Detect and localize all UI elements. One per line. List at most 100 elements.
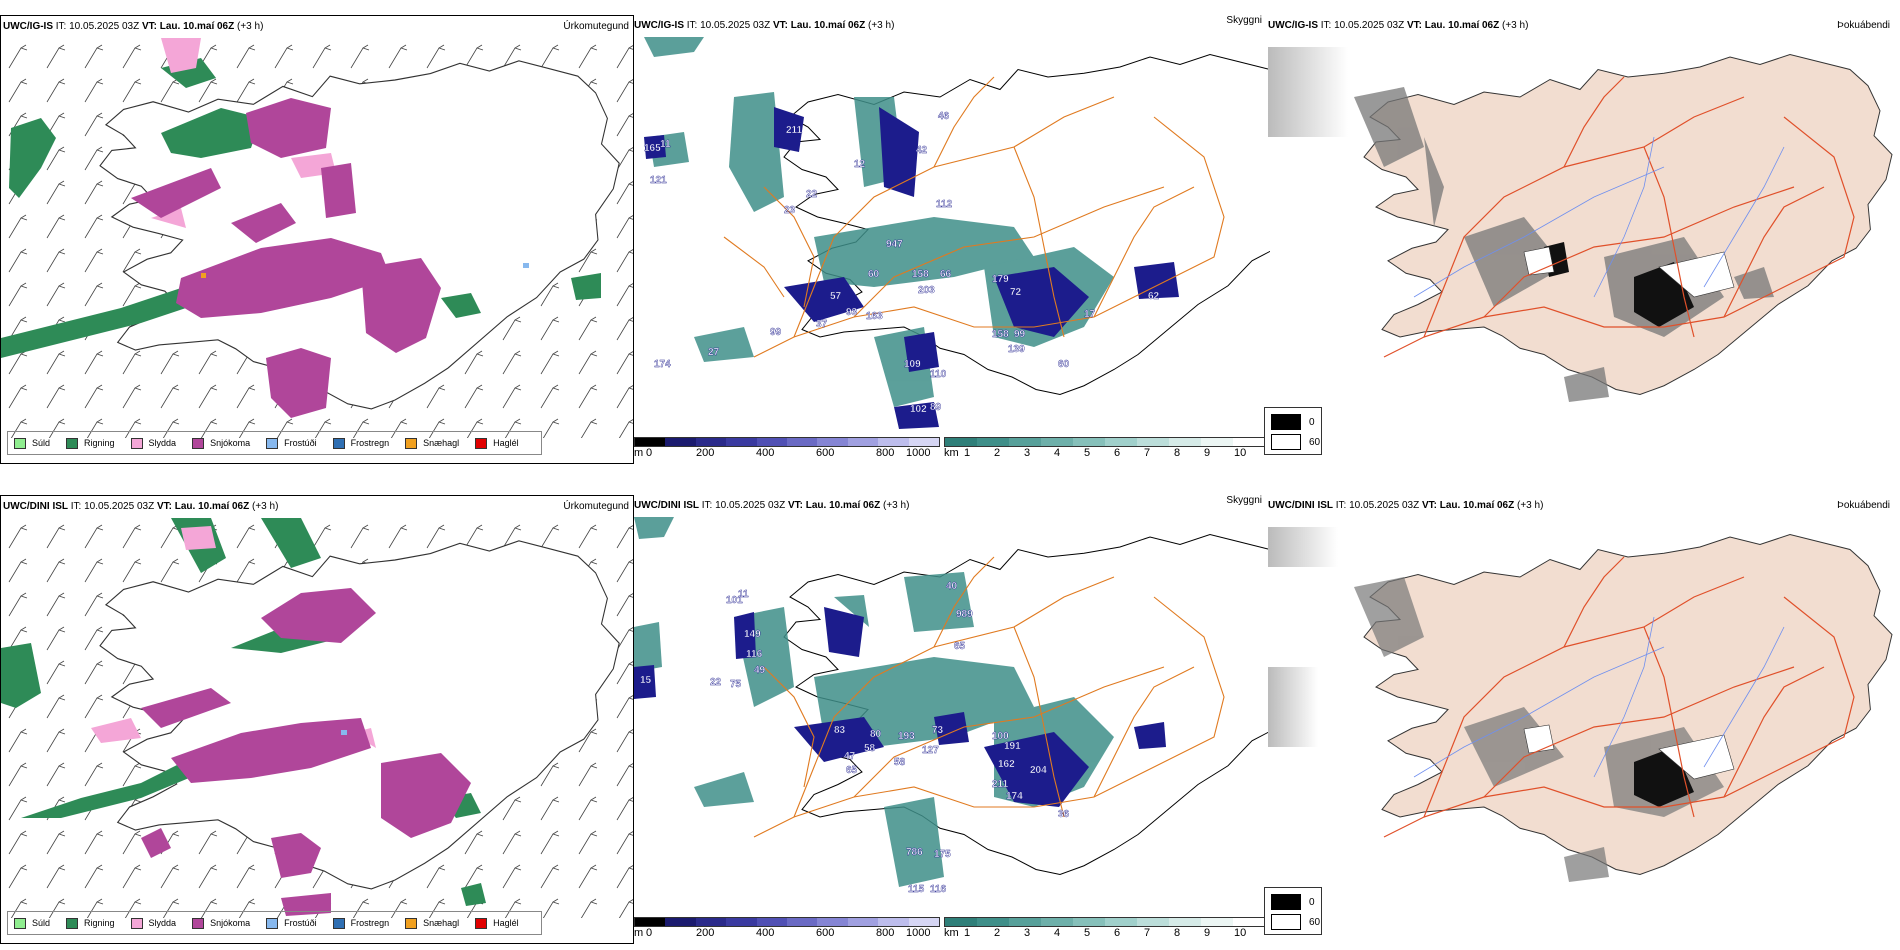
vis-value: 36 bbox=[1058, 809, 1070, 820]
vis-value: 89 bbox=[930, 402, 942, 413]
vis-km-tick: 6 bbox=[1114, 927, 1121, 939]
vis-value: 58 bbox=[894, 757, 906, 768]
vis-value: 163 bbox=[866, 311, 883, 322]
precip-title-bottom: UWC/DINI ISL IT: 10.05.2025 03Z VT: Lau.… bbox=[3, 501, 279, 512]
vis-value: 211 bbox=[992, 779, 1009, 790]
vis-value: 99 bbox=[770, 327, 782, 338]
legend-item: Haglél bbox=[475, 917, 519, 929]
fog-panel-bottom: UWC/DINI ISL IT: 10.05.2025 03Z VT: Lau.… bbox=[1264, 495, 1896, 942]
vis-value: 57 bbox=[830, 291, 842, 302]
vis-value: 72 bbox=[1010, 287, 1022, 298]
visibility-panel-bottom: UWC/DINI ISL IT: 10.05.2025 03Z VT: Lau.… bbox=[634, 495, 1270, 942]
fog-product-label-top: Þokuábendi bbox=[1837, 20, 1890, 31]
vis-value: 211 bbox=[786, 125, 803, 136]
vis-value: 37 bbox=[816, 319, 828, 330]
legend-item: Frostregn bbox=[332, 917, 389, 929]
vis-value: 75 bbox=[730, 679, 742, 690]
legend-item: Frostregn bbox=[332, 437, 389, 449]
vis-km-tick: 2 bbox=[994, 927, 1001, 939]
vis-value: 947 bbox=[886, 239, 903, 250]
vis-value: 101 bbox=[726, 595, 743, 606]
vis-value: 12 bbox=[854, 159, 866, 170]
vis-m-tick: 0 bbox=[646, 447, 653, 459]
vis-m-tick: 800 bbox=[876, 927, 895, 939]
vis-km-tick: 10 bbox=[1234, 447, 1247, 459]
vis-value: 121 bbox=[650, 175, 667, 186]
fog-product-label-bottom: Þokuábendi bbox=[1837, 500, 1890, 511]
legend-item: Súld bbox=[14, 437, 50, 449]
vis-value: 11 bbox=[738, 589, 749, 600]
vis-value: 47 bbox=[844, 751, 856, 762]
legend-item: Frostúði bbox=[266, 917, 317, 929]
vis-m-tick: 200 bbox=[696, 447, 715, 459]
vis-value: 158 bbox=[992, 329, 1009, 340]
vis-colorbar-km-top bbox=[944, 437, 1266, 447]
vis-km-tick: 7 bbox=[1144, 927, 1151, 939]
vis-value: 174 bbox=[654, 359, 671, 370]
vis-m-tick: 600 bbox=[816, 927, 835, 939]
vis-value: 109 bbox=[904, 359, 921, 370]
vis-value: 115 bbox=[908, 884, 925, 895]
vis-colorbar-km-bottom bbox=[944, 917, 1266, 927]
fog-panel-top: UWC/IG-IS IT: 10.05.2025 03Z VT: Lau. 10… bbox=[1264, 15, 1896, 462]
vis-m-tick: 1000 bbox=[906, 447, 931, 459]
vis-value: 93 bbox=[846, 307, 858, 318]
legend-item: Súld bbox=[14, 917, 50, 929]
vis-km-tick: 10 bbox=[1234, 927, 1247, 939]
fog-legend-label: 0 bbox=[1309, 896, 1315, 908]
vis-km-unit: km bbox=[944, 927, 959, 939]
vis-km-tick: 5 bbox=[1084, 447, 1091, 459]
vis-value: 22 bbox=[710, 677, 722, 688]
precip-title-top: UWC/IG-IS IT: 10.05.2025 03Z VT: Lau. 10… bbox=[3, 21, 264, 32]
precip-type-map-bottom bbox=[1, 518, 633, 918]
vis-value: 100 bbox=[992, 731, 1009, 742]
vis-value: 174 bbox=[1006, 791, 1023, 802]
fog-legend-label: 0 bbox=[1309, 416, 1315, 428]
visibility-title-top: UWC/IG-IS IT: 10.05.2025 03Z VT: Lau. 10… bbox=[634, 20, 895, 31]
vis-value: 165 bbox=[644, 143, 661, 154]
vis-km-tick: 1 bbox=[964, 447, 971, 459]
vis-km-tick: 8 bbox=[1174, 447, 1181, 459]
vis-value: 175 bbox=[934, 849, 951, 860]
vis-value: 23 bbox=[784, 205, 796, 216]
vis-km-tick: 6 bbox=[1114, 447, 1121, 459]
vis-km-tick: 5 bbox=[1084, 927, 1091, 939]
vis-value: 49 bbox=[754, 665, 766, 676]
vis-km-tick: 3 bbox=[1024, 447, 1031, 459]
visibility-map-bottom bbox=[634, 517, 1270, 887]
vis-km-tick: 4 bbox=[1054, 447, 1061, 459]
vis-m-tick: 400 bbox=[756, 927, 775, 939]
vis-km-tick: 7 bbox=[1144, 447, 1151, 459]
vis-value: 191 bbox=[1004, 741, 1021, 752]
vis-value: 80 bbox=[870, 729, 882, 740]
vis-value: 203 bbox=[918, 285, 935, 296]
vis-value: 58 bbox=[864, 743, 876, 754]
vis-value: 139 bbox=[1008, 344, 1025, 355]
vis-value: 149 bbox=[744, 629, 761, 640]
vis-colorbar-m-top bbox=[634, 437, 940, 447]
visibility-product-label-bottom: Skyggni bbox=[1226, 495, 1262, 506]
vis-value: 179 bbox=[992, 274, 1009, 285]
vis-m-tick: 800 bbox=[876, 447, 895, 459]
vis-value: 65 bbox=[954, 641, 966, 652]
vis-value: 17 bbox=[1084, 309, 1096, 320]
precip-legend-bottom: Súld Rigning Slydda Snjókoma Frostúði Fr… bbox=[7, 911, 542, 935]
vis-m-tick: 400 bbox=[756, 447, 775, 459]
vis-value: 158 bbox=[912, 269, 929, 280]
vis-value: 15 bbox=[640, 675, 652, 686]
legend-item: Snæhagl bbox=[405, 917, 459, 929]
legend-item: Rigning bbox=[66, 437, 115, 449]
vis-m-tick: 200 bbox=[696, 927, 715, 939]
visibility-title-bottom: UWC/DINI ISL IT: 10.05.2025 03Z VT: Lau.… bbox=[634, 500, 910, 511]
vis-value: 66 bbox=[940, 269, 952, 280]
vis-value: 46 bbox=[938, 111, 950, 122]
fog-legend-label: 60 bbox=[1309, 916, 1321, 928]
legend-item: Snjókoma bbox=[192, 437, 250, 449]
vis-m-tick: 0 bbox=[646, 927, 653, 939]
precip-product-label-top: Úrkomutegund bbox=[563, 21, 629, 32]
vis-value: 116 bbox=[746, 649, 763, 660]
vis-value: 27 bbox=[708, 347, 720, 358]
vis-value: 60 bbox=[868, 269, 880, 280]
vis-m-tick: 1000 bbox=[906, 927, 931, 939]
legend-item: Snæhagl bbox=[405, 437, 459, 449]
